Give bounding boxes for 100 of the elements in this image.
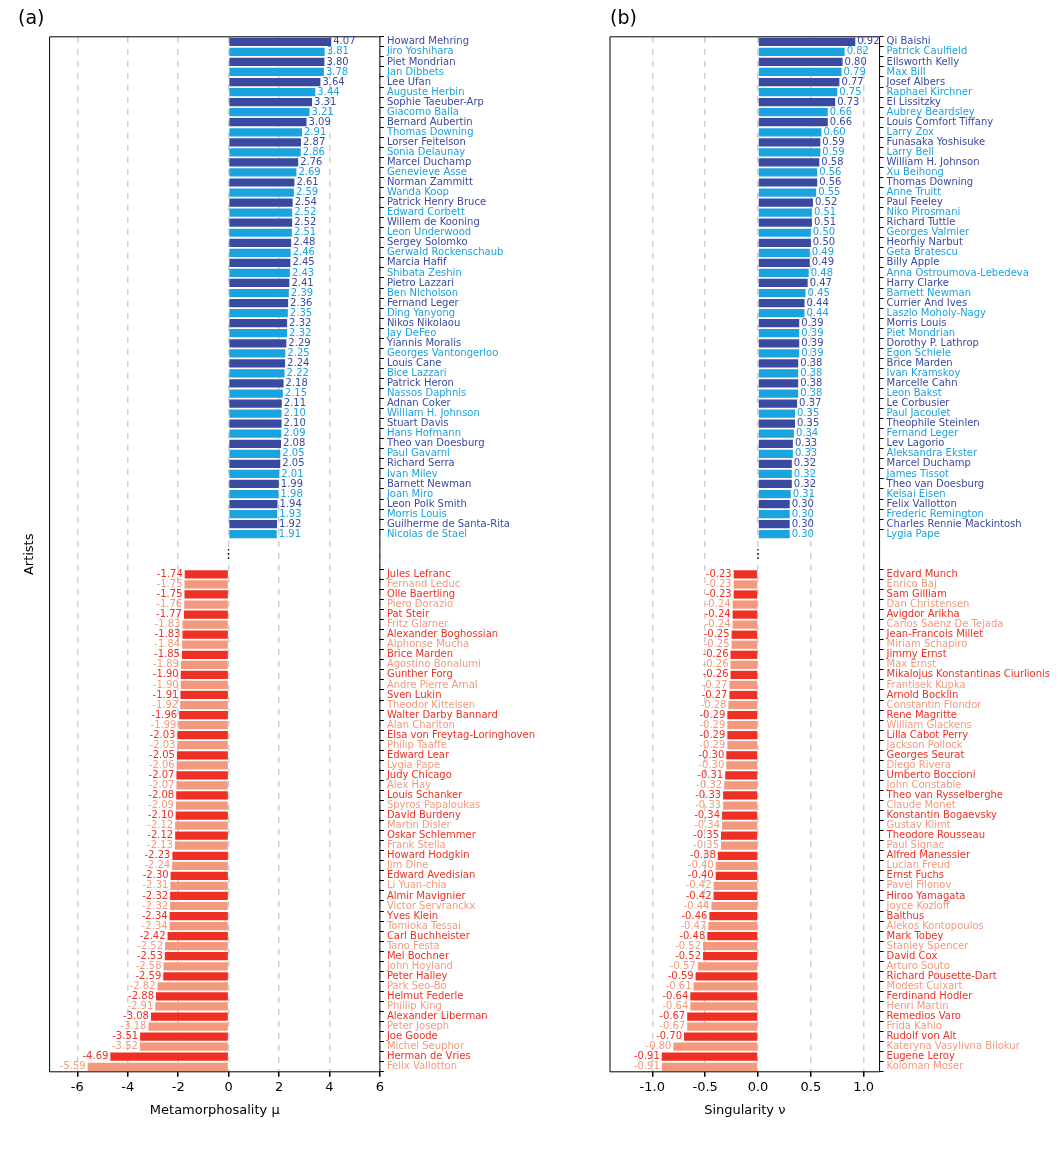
bar <box>723 791 758 800</box>
data-label: 2.69 <box>298 166 321 178</box>
y-tick-label: Constantin Flondor <box>886 698 983 710</box>
data-label: 2.76 <box>300 156 323 167</box>
x-tick-label: 6 <box>375 1078 385 1094</box>
x-tick-label: 0 <box>224 1078 233 1094</box>
bar <box>758 419 795 428</box>
bar <box>758 429 794 438</box>
data-label: -0.38 <box>689 849 716 861</box>
bar <box>758 188 817 197</box>
y-tick-label: Harry Clarke <box>886 276 949 288</box>
y-tick-label: Thomas Downing <box>885 176 974 188</box>
y-tick-label: Bice Lazzari <box>386 367 447 379</box>
y-tick-label: Carl Buchheister <box>386 929 471 941</box>
data-label: -0.48 <box>679 929 706 941</box>
y-tick-label: Larry Zox <box>886 125 935 137</box>
bar <box>180 680 228 690</box>
data-label: -2.03 <box>149 738 176 750</box>
data-label: -0.34 <box>694 809 721 821</box>
data-label: 2.22 <box>286 367 309 379</box>
bar <box>229 37 332 46</box>
y-tick-label: Lee Ufan <box>386 75 432 87</box>
bar <box>229 319 288 328</box>
data-label: 0.59 <box>822 135 845 147</box>
y-tick-label: Dorothy P. Lathrop <box>886 336 979 348</box>
data-label: 2.18 <box>285 377 308 389</box>
data-label: 2.29 <box>288 336 311 348</box>
data-label: -2.30 <box>142 869 169 881</box>
data-label: -1.89 <box>153 658 179 670</box>
data-label: 0.49 <box>811 256 835 268</box>
data-label: -0.24 <box>704 598 731 610</box>
bar <box>687 1022 758 1031</box>
bar <box>687 1012 758 1021</box>
data-label: 0.44 <box>806 296 829 308</box>
y-tick-label: Fritz Glarner <box>386 618 450 630</box>
data-label: 3.78 <box>325 65 349 77</box>
y-tick-label: Pavel Filonov <box>886 879 952 891</box>
y-tick-label: Olle Baertling <box>386 588 456 600</box>
bar <box>758 339 800 348</box>
y-tick-label: Li Yuan-chia <box>386 879 447 891</box>
y-tick-label: Tomioka Tessai <box>385 919 461 931</box>
data-label: -2.59 <box>135 969 162 981</box>
y-tick-label: Piet Mondrian <box>886 326 956 338</box>
data-label: -3.18 <box>120 1020 147 1032</box>
bar <box>175 811 228 820</box>
y-tick-label: Howard Mehring <box>386 35 469 47</box>
data-label: -0.26 <box>702 668 729 680</box>
y-tick-label: Anne Truitt <box>886 186 942 198</box>
data-label: 1.98 <box>280 487 303 499</box>
bar <box>229 178 295 187</box>
y-tick-label: Jan Dibbets <box>385 65 444 77</box>
data-label: -0.59 <box>667 969 694 981</box>
bar <box>229 469 280 479</box>
bar <box>758 67 842 77</box>
y-tick-label: Laszlo Moholy-Nagy <box>886 306 987 318</box>
y-tick-label: Lucian Freud <box>886 859 950 871</box>
bar <box>727 741 758 750</box>
y-tick-label: Nassos Daphnis <box>386 387 467 399</box>
y-tick-label: Le Corbusier <box>886 397 951 409</box>
bar <box>758 57 843 67</box>
data-label: 2.87 <box>302 135 326 147</box>
y-tick-label: Leon Underwood <box>386 226 472 238</box>
data-label: 0.50 <box>812 226 836 238</box>
bar <box>184 590 228 599</box>
bar <box>707 932 758 941</box>
y-tick-label: Richard Pousette-Dart <box>886 969 997 981</box>
bar <box>169 911 228 921</box>
data-label: -0.33 <box>695 799 722 811</box>
x-tick-label: -0.5 <box>692 1078 718 1094</box>
bar <box>721 841 758 850</box>
bar <box>148 1022 228 1031</box>
y-tick-label: Kateryna Vasylivna Bilokur <box>886 1040 1021 1052</box>
bar <box>184 600 228 609</box>
bar <box>229 379 284 388</box>
data-label: 2.86 <box>302 145 325 157</box>
bar <box>758 218 812 227</box>
bar <box>724 781 758 790</box>
data-label: -3.51 <box>112 1030 139 1042</box>
y-tick-label: Gunther Forg <box>386 668 453 680</box>
data-label: 0.39 <box>801 346 824 358</box>
bar <box>156 992 228 1001</box>
data-label: 2.91 <box>303 125 327 137</box>
data-label: -0.23 <box>705 567 732 579</box>
x-tick-label: 2 <box>274 1078 284 1094</box>
data-label: -2.07 <box>148 768 175 780</box>
data-label: 2.52 <box>294 206 317 218</box>
data-label: 0.33 <box>794 437 818 449</box>
y-tick-label: Frantisek Kupka <box>886 678 966 690</box>
y-tick-label: Oskar Schlemmer <box>386 829 477 841</box>
y-tick-label: Edward Corbett <box>386 206 465 218</box>
y-tick-label: Morris Louis <box>886 316 947 328</box>
y-tick-label: Barnett Newman <box>386 477 472 489</box>
data-label: 0.59 <box>822 145 845 157</box>
y-tick-label: Theodor Kittelsen <box>385 698 476 710</box>
y-tick-label: Frida Kahlo <box>886 1020 942 1032</box>
bar <box>178 721 228 730</box>
y-tick-label: Enrico Baj <box>886 578 937 590</box>
bar <box>758 148 821 157</box>
data-label: 2.43 <box>291 266 315 278</box>
bar <box>184 580 228 589</box>
